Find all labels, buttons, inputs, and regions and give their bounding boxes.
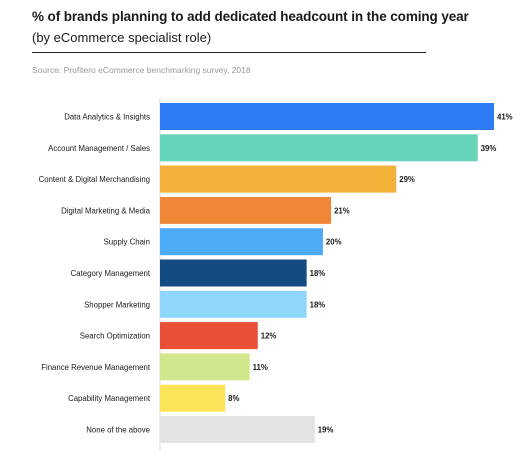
bar-9: [160, 384, 226, 412]
category-label: Finance Revenue Management: [41, 363, 151, 372]
bar-3: [160, 196, 332, 224]
chart-subtitle: (by eCommerce specialist role): [32, 30, 212, 45]
bar-10: [160, 416, 315, 443]
value-label: 21%: [334, 206, 350, 215]
bar-0: [160, 103, 494, 130]
category-label: Capability Management: [68, 394, 151, 403]
bar-7: [160, 322, 258, 350]
value-label: 8%: [228, 394, 239, 403]
bar-1: [160, 134, 478, 162]
category-label: None of the above: [86, 426, 150, 435]
value-label: 19%: [318, 426, 334, 435]
value-label: 18%: [310, 300, 326, 309]
category-label: Content & Digital Merchandising: [39, 175, 150, 184]
category-label: Account Management / Sales: [48, 144, 150, 153]
category-label: Search Optimization: [80, 332, 150, 341]
value-label: 20%: [326, 238, 342, 247]
bar-6: [160, 290, 307, 318]
value-label: 41%: [497, 113, 513, 122]
bar-2: [160, 165, 397, 193]
category-label: Category Management: [71, 269, 151, 278]
bar-8: [160, 353, 250, 381]
source-note: Source: Profitero eCommerce benchmarking…: [32, 65, 251, 75]
title-divider: [32, 52, 426, 53]
value-label: 29%: [399, 175, 415, 184]
bar-5: [160, 259, 307, 287]
value-label: 39%: [481, 144, 497, 153]
chart-title: % of brands planning to add dedicated he…: [32, 9, 469, 24]
value-label: 12%: [261, 332, 277, 341]
category-label: Supply Chain: [104, 238, 150, 247]
bar-4: [160, 228, 323, 256]
category-label: Data Analytics & Insights: [64, 113, 150, 122]
category-label: Digital Marketing & Media: [61, 206, 150, 215]
category-label: Shopper Marketing: [84, 300, 150, 309]
value-label: 18%: [310, 269, 326, 278]
value-label: 11%: [253, 363, 268, 372]
